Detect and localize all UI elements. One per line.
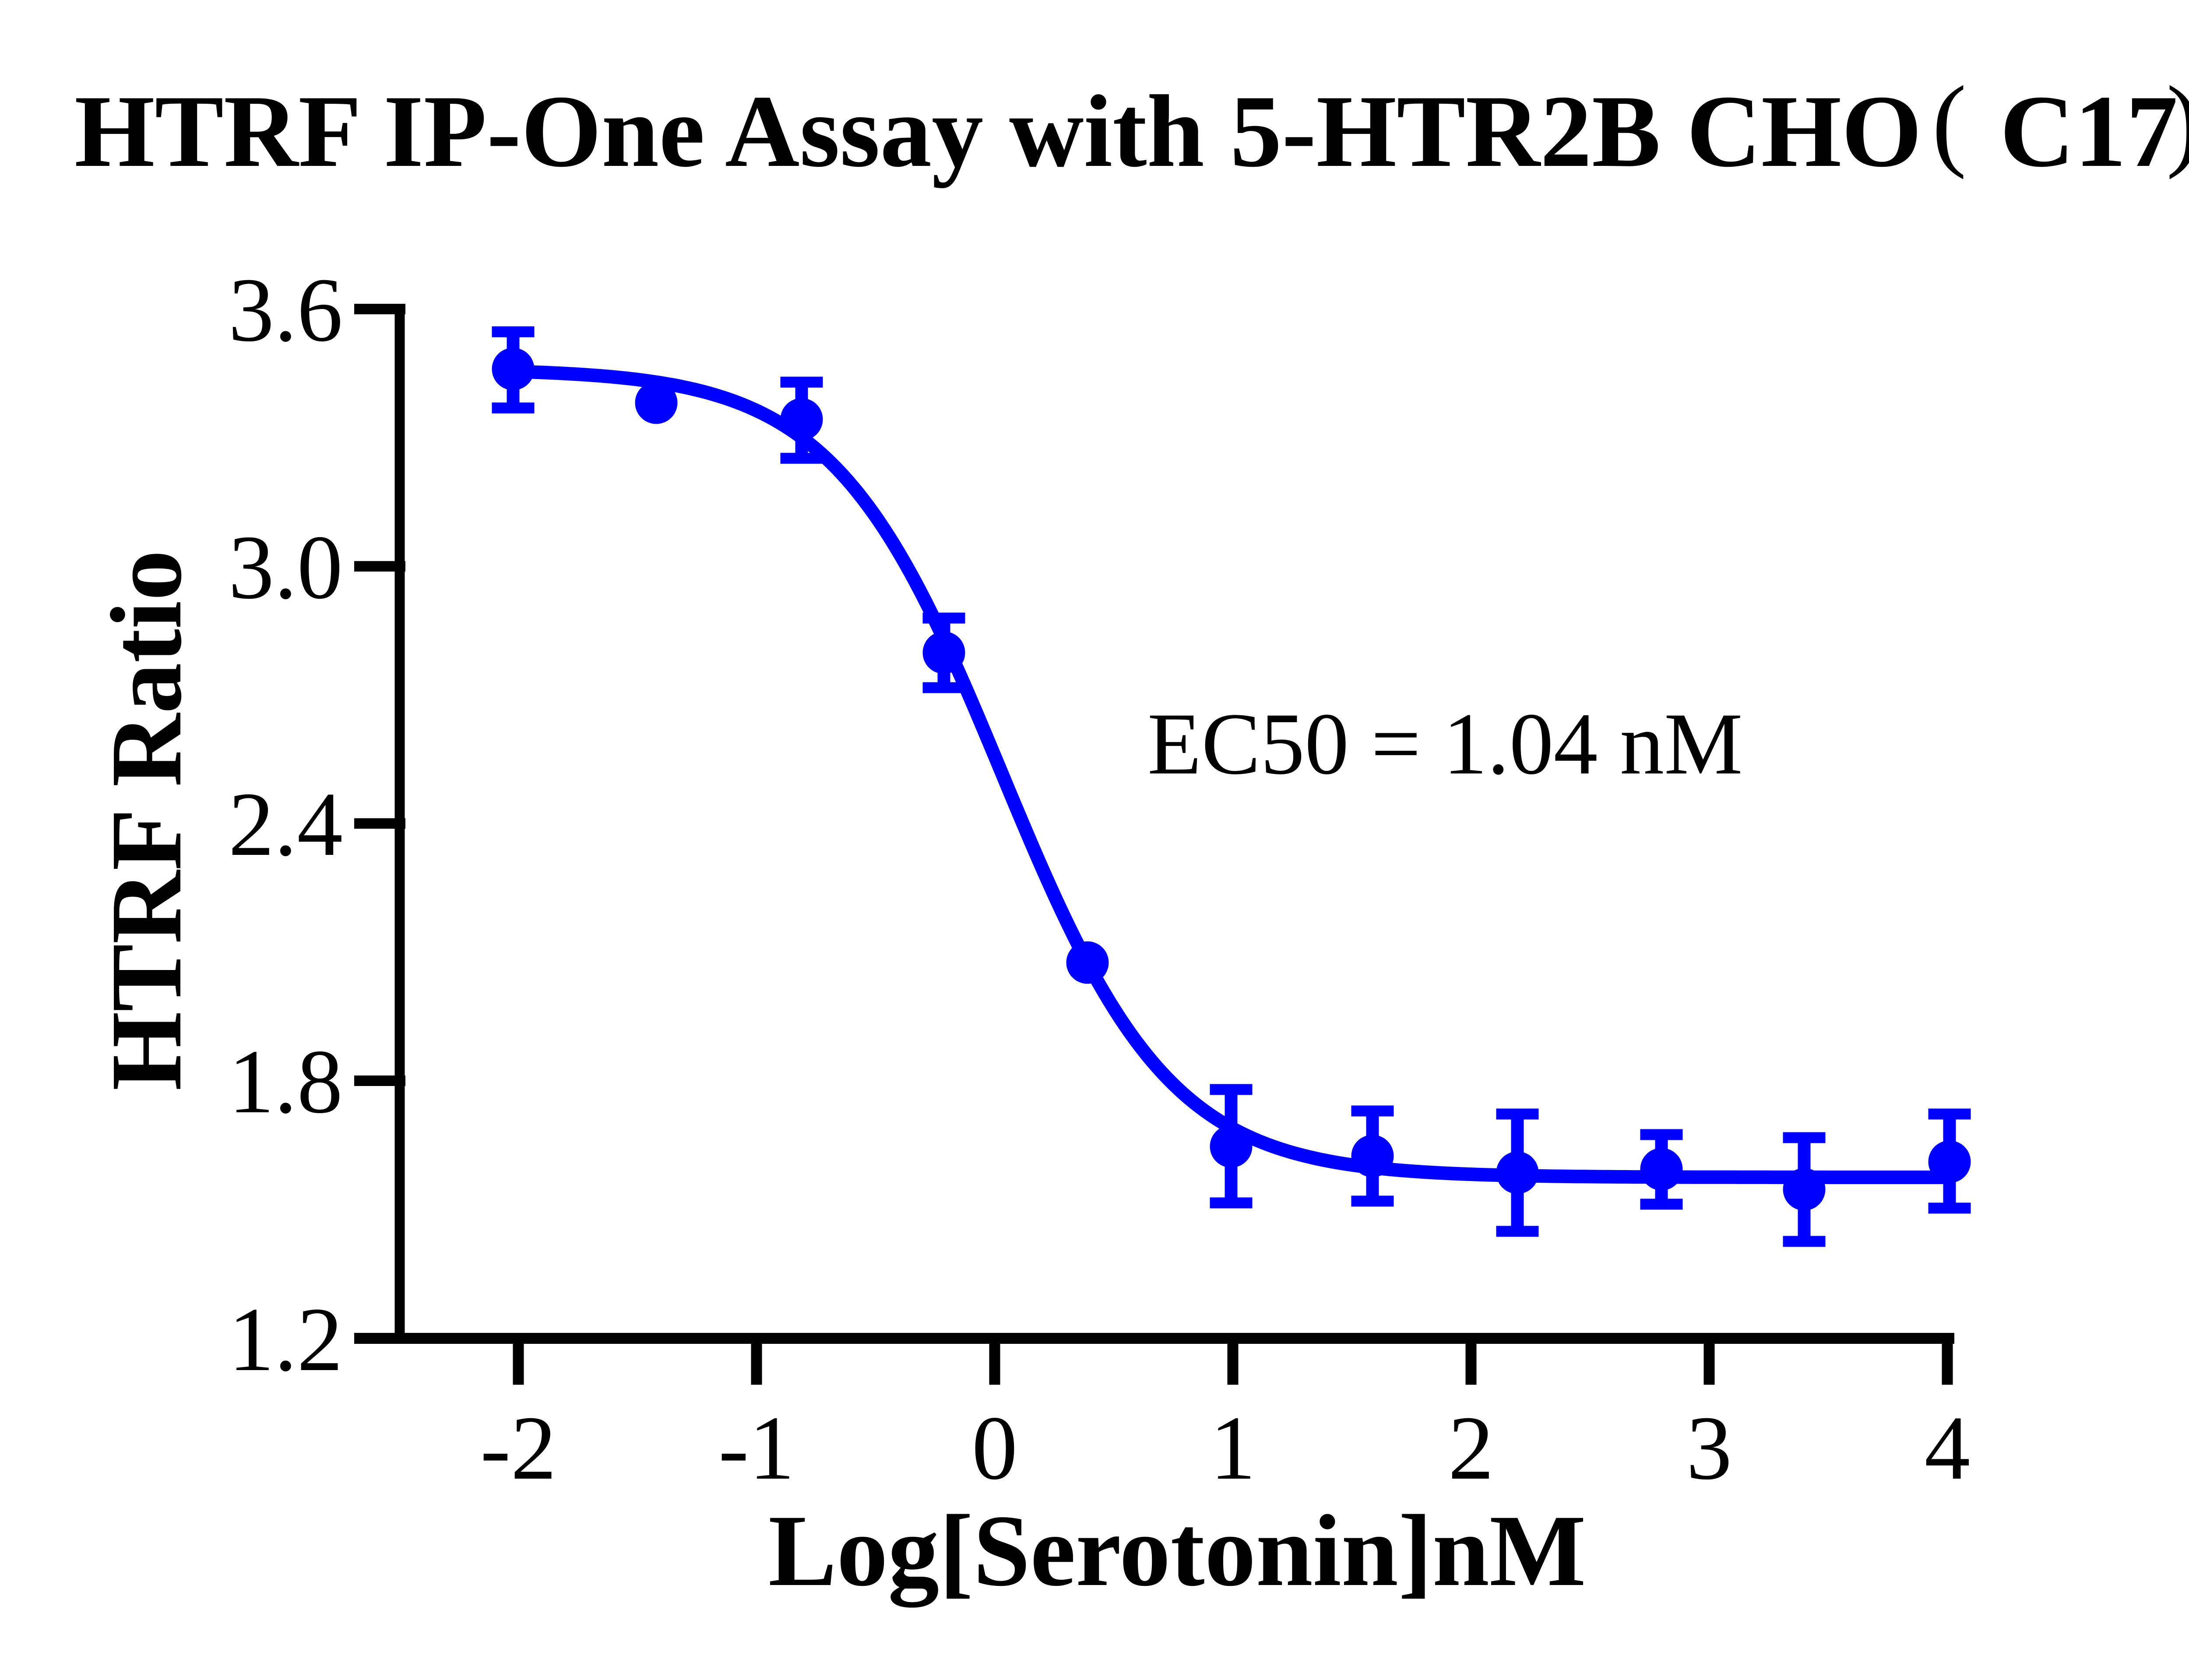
svg-text:0: 0 <box>972 1398 1018 1499</box>
svg-text:(: ( <box>1932 65 1967 180</box>
svg-text:C17: C17 <box>2000 74 2178 189</box>
svg-text:2: 2 <box>1448 1398 1494 1499</box>
svg-text:HTRF IP-One Assay with 5-HTR2B: HTRF IP-One Assay with 5-HTR2B CHO <box>74 74 1922 189</box>
svg-text:HTRF Ratio: HTRF Ratio <box>90 550 203 1090</box>
svg-text:3.6: 3.6 <box>229 260 343 361</box>
svg-text:EC50 = 1.04 nM: EC50 = 1.04 nM <box>1147 695 1743 793</box>
svg-text:2.4: 2.4 <box>229 774 343 875</box>
svg-text:4: 4 <box>1925 1398 1971 1499</box>
svg-text:3.0: 3.0 <box>229 517 343 618</box>
svg-text:): ) <box>2166 65 2189 180</box>
svg-text:3: 3 <box>1686 1398 1732 1499</box>
svg-text:Log[Serotonin]nM: Log[Serotonin]nM <box>768 1494 1586 1608</box>
svg-text:-2: -2 <box>480 1398 556 1499</box>
svg-text:-1: -1 <box>718 1398 795 1499</box>
svg-text:1: 1 <box>1210 1398 1256 1499</box>
svg-text:1.8: 1.8 <box>229 1031 343 1132</box>
svg-text:1.2: 1.2 <box>229 1289 343 1390</box>
